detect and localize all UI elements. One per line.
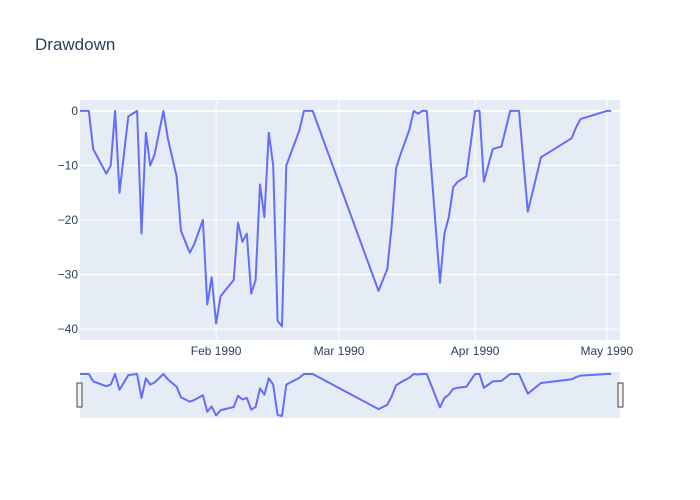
range-slider[interactable] (76, 372, 624, 418)
y-tick-label: −30 (58, 268, 79, 282)
x-tick-label: Feb 1990 (191, 344, 242, 358)
drawdown-series-line[interactable] (80, 109, 612, 328)
range-slider-right-handle[interactable] (617, 382, 624, 408)
y-tick-label: −20 (58, 213, 79, 227)
x-tick-label: Mar 1990 (314, 344, 365, 358)
range-slider-left-handle[interactable] (76, 382, 83, 408)
y-gridlines (80, 109, 620, 330)
y-tick-labels: 0 −10 −20 −30 −40 (58, 104, 79, 336)
x-gridlines (215, 100, 608, 340)
y-tick-label: −10 (58, 158, 79, 172)
range-slider-series-line (80, 373, 612, 417)
y-tick-label: 0 (71, 104, 78, 118)
y-tick-label: −40 (58, 322, 79, 336)
chart-title: Drawdown (35, 35, 115, 54)
x-tick-labels: Feb 1990 Mar 1990 Apr 1990 May 1990 (191, 344, 634, 358)
x-tick-label: May 1990 (580, 344, 633, 358)
x-tick-label: Apr 1990 (451, 344, 500, 358)
